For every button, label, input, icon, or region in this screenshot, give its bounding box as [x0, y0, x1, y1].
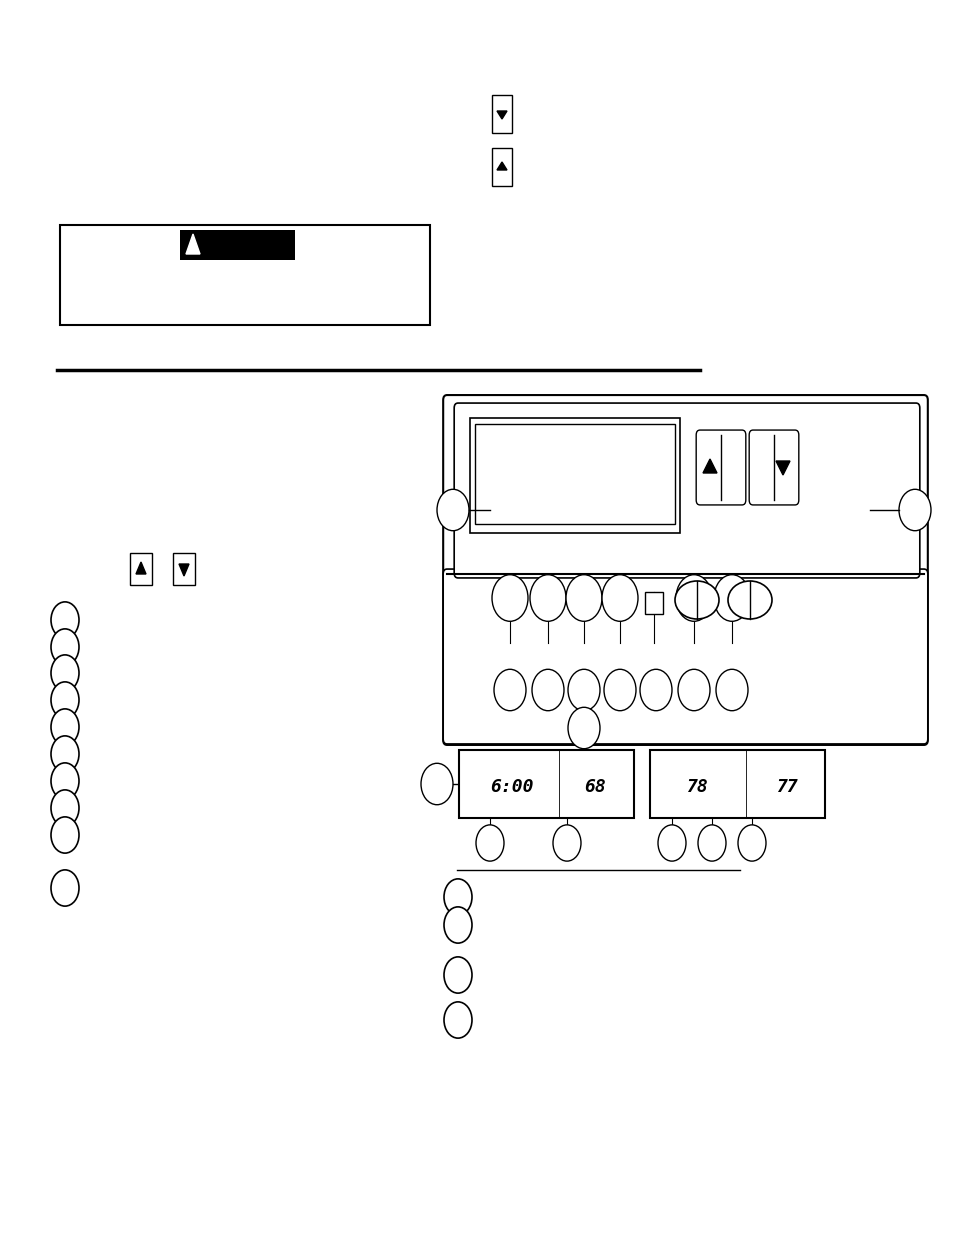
- FancyBboxPatch shape: [443, 569, 927, 743]
- Text: 68: 68: [584, 778, 606, 797]
- FancyBboxPatch shape: [748, 430, 798, 505]
- FancyBboxPatch shape: [696, 430, 745, 505]
- Circle shape: [443, 1002, 472, 1039]
- Circle shape: [51, 709, 79, 745]
- Polygon shape: [179, 564, 189, 576]
- Polygon shape: [497, 162, 506, 170]
- Circle shape: [436, 489, 469, 531]
- FancyBboxPatch shape: [454, 403, 919, 578]
- Circle shape: [51, 816, 79, 853]
- Circle shape: [51, 736, 79, 772]
- Polygon shape: [186, 233, 200, 254]
- Ellipse shape: [727, 580, 771, 619]
- Circle shape: [492, 574, 527, 621]
- Circle shape: [443, 957, 472, 993]
- Circle shape: [898, 489, 930, 531]
- Circle shape: [567, 669, 599, 710]
- Circle shape: [51, 869, 79, 906]
- Bar: [60, 225, 430, 325]
- Bar: [172, 553, 194, 585]
- Text: 77: 77: [775, 778, 797, 797]
- Polygon shape: [775, 461, 789, 475]
- Circle shape: [443, 879, 472, 915]
- Circle shape: [658, 825, 685, 861]
- Polygon shape: [497, 111, 506, 119]
- Circle shape: [553, 825, 580, 861]
- Circle shape: [603, 669, 636, 710]
- Circle shape: [51, 629, 79, 666]
- Circle shape: [567, 708, 599, 748]
- Circle shape: [530, 574, 565, 621]
- Circle shape: [51, 655, 79, 692]
- Bar: [458, 750, 634, 818]
- Bar: [492, 148, 512, 186]
- Circle shape: [51, 763, 79, 799]
- Circle shape: [738, 825, 765, 861]
- Circle shape: [713, 574, 749, 621]
- Circle shape: [601, 574, 638, 621]
- Circle shape: [420, 763, 453, 805]
- Circle shape: [494, 669, 525, 710]
- Circle shape: [678, 669, 709, 710]
- Bar: [130, 553, 152, 585]
- Polygon shape: [702, 459, 717, 473]
- Circle shape: [51, 601, 79, 638]
- Polygon shape: [136, 562, 146, 574]
- Bar: [470, 417, 679, 534]
- Circle shape: [716, 669, 747, 710]
- Text: 6:00: 6:00: [489, 778, 533, 797]
- Circle shape: [532, 669, 563, 710]
- Circle shape: [443, 906, 472, 944]
- FancyBboxPatch shape: [443, 395, 927, 745]
- Circle shape: [51, 790, 79, 826]
- Circle shape: [565, 574, 601, 621]
- Bar: [644, 592, 662, 614]
- Ellipse shape: [675, 580, 719, 619]
- Circle shape: [698, 825, 725, 861]
- Circle shape: [51, 682, 79, 718]
- Bar: [475, 424, 675, 524]
- Circle shape: [476, 825, 503, 861]
- Circle shape: [639, 669, 671, 710]
- Bar: [180, 230, 294, 261]
- Circle shape: [676, 574, 711, 621]
- Text: 78: 78: [685, 778, 707, 797]
- Bar: [649, 750, 824, 818]
- Bar: [492, 95, 512, 133]
